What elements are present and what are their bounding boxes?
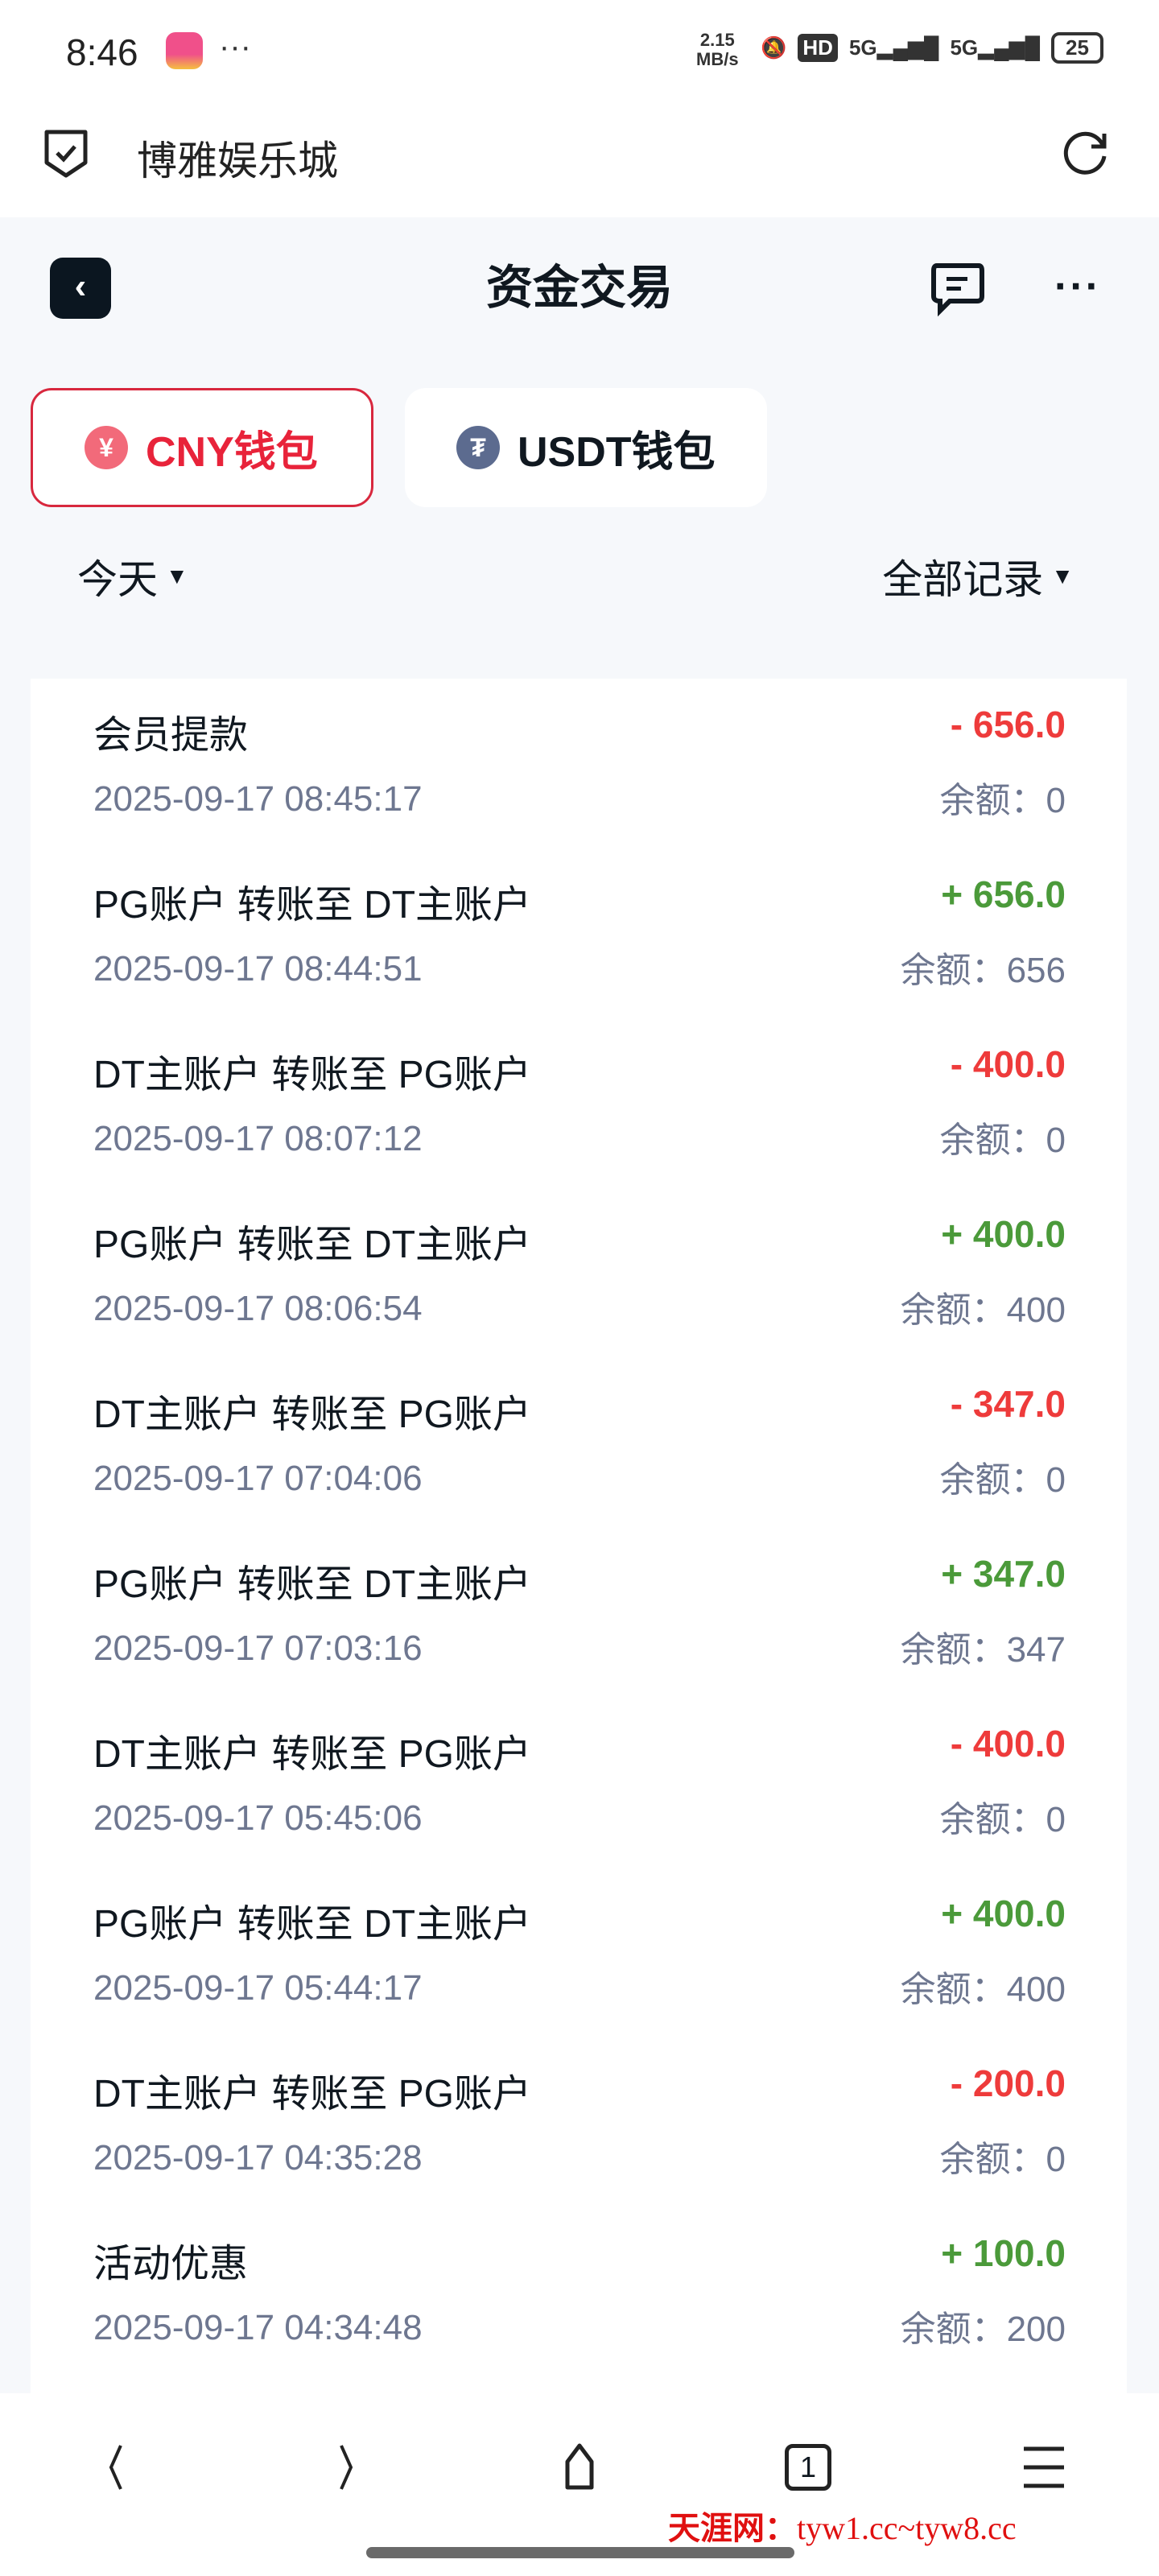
transaction-row[interactable]: DT主账户 转账至 PG账户 2025-09-17 05:45:06 - 400… [31, 1698, 1127, 1871]
battery-icon: 25 [1051, 32, 1103, 64]
transaction-title: PG账户 转账至 DT主账户 [93, 1903, 532, 1946]
date-filter-dropdown[interactable]: 今天 ▼ [77, 547, 188, 605]
transaction-amount: + 347.0 [941, 1553, 1066, 1595]
transaction-title: PG账户 转账至 DT主账户 [93, 1563, 532, 1606]
transaction-title: 活动优惠 [93, 2243, 249, 2285]
transaction-balance: 余额：0 [939, 781, 1066, 820]
transaction-row[interactable]: DT主账户 转账至 PG账户 2025-09-17 08:07:12 - 400… [31, 1018, 1127, 1191]
caret-down-icon: ▼ [166, 564, 188, 588]
transaction-time: 2025-09-17 07:03:16 [93, 1629, 423, 1668]
transaction-time: 2025-09-17 08:44:51 [93, 949, 423, 989]
transaction-amount: + 400.0 [941, 1893, 1066, 1934]
transaction-row[interactable]: PG账户 转账至 DT主账户 2025-09-17 08:44:51 + 656… [31, 848, 1127, 1022]
transaction-title: DT主账户 转账至 PG账户 [93, 1733, 532, 1776]
yuan-icon: ¥ [85, 426, 128, 469]
site-title[interactable]: 博雅娱乐城 [137, 138, 338, 184]
tab-cny-wallet[interactable]: ¥ CNY钱包 [31, 388, 373, 507]
home-icon[interactable] [551, 2439, 608, 2496]
transaction-balance: 余额：0 [939, 1460, 1066, 1500]
forward-arrow-icon[interactable] [319, 2439, 375, 2496]
transaction-list: 会员提款 2025-09-17 08:45:17 - 656.0 余额：0 PG账… [31, 679, 1127, 2393]
record-type-label: 全部记录 [882, 557, 1044, 602]
transaction-time: 2025-09-17 08:06:54 [93, 1289, 423, 1328]
chat-icon[interactable] [929, 259, 987, 317]
back-arrow-icon[interactable] [87, 2439, 143, 2496]
shield-check-icon[interactable] [43, 127, 89, 179]
transaction-amount: - 200.0 [950, 2062, 1066, 2104]
transaction-row[interactable]: 活动优惠 2025-09-17 04:34:48 + 100.0 余额：200 [31, 2207, 1127, 2380]
transaction-balance: 余额：0 [939, 1800, 1066, 1839]
reload-icon[interactable] [1061, 126, 1112, 177]
mute-bell-icon: 🔕 [761, 35, 787, 60]
transaction-title: DT主账户 转账至 PG账户 [93, 1054, 532, 1096]
net2-label: 5G [950, 35, 979, 60]
transaction-amount: - 400.0 [950, 1723, 1066, 1765]
transaction-row[interactable]: DT主账户 转账至 PG账户 2025-09-17 04:35:28 - 200… [31, 2037, 1127, 2211]
status-icons: 🔕 HD 5G▂▄▆█ 5G▂▄▆█ 25 [761, 32, 1103, 64]
transaction-balance: 余额：400 [900, 1290, 1066, 1330]
transaction-amount: - 347.0 [950, 1383, 1066, 1425]
watermark: 天涯网：tyw1.cc~tyw8.cc [668, 2502, 1017, 2549]
watermark-name: 天涯网： [668, 2510, 797, 2546]
tabs-button[interactable]: 1 [785, 2444, 831, 2491]
tether-icon: ₮ [456, 426, 500, 469]
transaction-amount: + 400.0 [941, 1213, 1066, 1255]
net1-label: 5G [848, 35, 877, 60]
transaction-time: 2025-09-17 08:07:12 [93, 1119, 423, 1158]
transaction-row[interactable]: PG账户 转账至 DT主账户 2025-09-17 07:03:16 + 347… [31, 1528, 1127, 1701]
transaction-balance: 余额：400 [900, 1970, 1066, 2009]
transaction-amount: - 656.0 [950, 704, 1066, 745]
bilibili-notification-icon [166, 32, 203, 69]
tab-usdt-wallet[interactable]: ₮ USDT钱包 [405, 388, 767, 507]
browser-bar [0, 105, 1159, 217]
more-notifications-icon: ··· [219, 29, 251, 64]
clock: 8:46 [66, 31, 138, 73]
transaction-time: 2025-09-17 04:34:48 [93, 2308, 423, 2347]
transaction-title: PG账户 转账至 DT主账户 [93, 1224, 532, 1266]
record-type-dropdown[interactable]: 全部记录 ▼ [882, 547, 1074, 605]
transaction-amount: + 656.0 [941, 873, 1066, 915]
signal-5g-icon-2: 5G▂▄▆█ [950, 35, 1040, 60]
caret-down-icon: ▼ [1051, 564, 1074, 588]
transaction-balance: 余额：656 [900, 951, 1066, 990]
transaction-balance: 余额：0 [939, 2140, 1066, 2179]
transaction-time: 2025-09-17 04:35:28 [93, 2138, 423, 2178]
date-filter-label: 今天 [77, 557, 158, 602]
transaction-amount: + 100.0 [941, 2232, 1066, 2274]
network-speed: 2.15 MB/s [696, 31, 739, 69]
transaction-time: 2025-09-17 05:44:17 [93, 1968, 423, 2008]
transaction-balance: 余额：347 [900, 1630, 1066, 1670]
transaction-title: DT主账户 转账至 PG账户 [93, 1393, 532, 1436]
transaction-balance: 余额：0 [939, 1121, 1066, 1160]
menu-icon[interactable] [1016, 2439, 1072, 2496]
watermark-urls: tyw1.cc~tyw8.cc [797, 2510, 1017, 2546]
transaction-balance: 余额：200 [900, 2310, 1066, 2349]
transaction-row[interactable]: PG账户 转账至 DT主账户 2025-09-17 05:44:17 + 400… [31, 1868, 1127, 2041]
home-indicator[interactable] [366, 2547, 794, 2558]
speed-unit: MB/s [696, 49, 739, 69]
signal-5g-icon: 5G▂▄▆█ [848, 35, 939, 60]
more-options-icon[interactable]: ··· [1054, 263, 1101, 310]
tab-label: CNY钱包 [146, 428, 318, 476]
transaction-row[interactable]: 会员提款 2025-09-17 08:45:17 - 656.0 余额：0 [31, 679, 1127, 852]
speed-value: 2.15 [699, 30, 735, 50]
status-bar: 8:46 ··· 2.15 MB/s 🔕 HD 5G▂▄▆█ 5G▂▄▆█ 25 [0, 0, 1159, 105]
transaction-time: 2025-09-17 07:04:06 [93, 1459, 423, 1498]
transaction-time: 2025-09-17 08:45:17 [93, 779, 423, 819]
hd-icon: HD [798, 34, 838, 62]
transaction-title: 会员提款 [93, 714, 249, 757]
transaction-row[interactable]: DT主账户 转账至 PG账户 2025-09-17 07:04:06 - 347… [31, 1358, 1127, 1531]
back-button[interactable]: ‹ [50, 258, 111, 319]
chevron-left-icon: ‹ [74, 266, 87, 306]
transaction-time: 2025-09-17 05:45:06 [93, 1798, 423, 1838]
transaction-amount: - 400.0 [950, 1043, 1066, 1085]
tab-label: USDT钱包 [518, 428, 716, 476]
browser-bottom-nav [0, 2393, 1159, 2576]
page-title: 资金交易 [485, 262, 673, 314]
transaction-title: PG账户 转账至 DT主账户 [93, 884, 532, 927]
transaction-title: DT主账户 转账至 PG账户 [93, 2073, 532, 2116]
transaction-row[interactable]: PG账户 转账至 DT主账户 2025-09-17 08:06:54 + 400… [31, 1188, 1127, 1361]
